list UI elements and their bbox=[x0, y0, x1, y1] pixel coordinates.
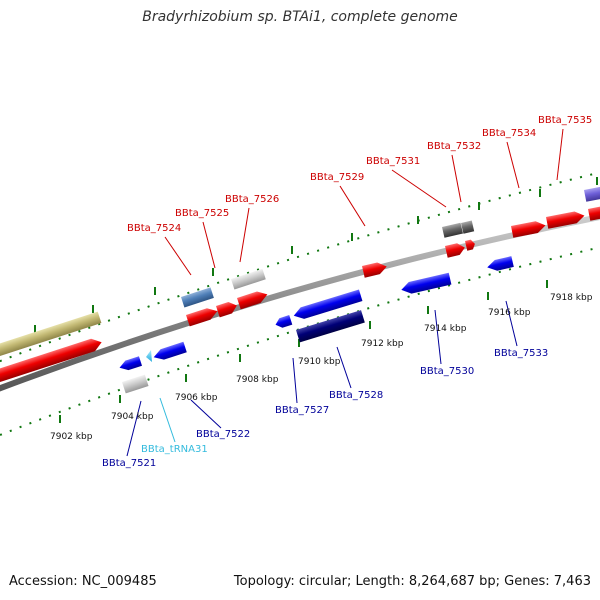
gene-7526 bbox=[237, 291, 268, 310]
gene-label: BBta_7531 bbox=[366, 156, 420, 167]
kbp-tick-label: 7908 kbp bbox=[236, 375, 279, 385]
gene-trna31 bbox=[146, 350, 152, 362]
gene-7522 bbox=[153, 341, 187, 360]
leader-line bbox=[239, 207, 250, 263]
leader-line bbox=[434, 309, 442, 365]
gene-7528 bbox=[296, 310, 365, 343]
gene-7534 bbox=[511, 221, 546, 238]
accession-label: Accession: NC_009485 bbox=[9, 574, 157, 589]
gene-label: BBta_7528 bbox=[329, 390, 383, 401]
leader-line bbox=[126, 400, 142, 457]
gene-steel bbox=[181, 287, 214, 308]
kbp-tick-labels: 7902 kbp 7904 kbp 7906 kbp 7908 kbp 7910 kbp… bbox=[50, 293, 593, 442]
gene-label: BBta_7525 bbox=[175, 208, 229, 219]
gene-label: BBta_7522 bbox=[196, 429, 250, 440]
gene-7532 bbox=[465, 239, 475, 251]
gene-7525 bbox=[216, 301, 237, 318]
gene-label: BBta_7530 bbox=[420, 366, 474, 377]
leader-line bbox=[506, 141, 520, 189]
leader-line bbox=[451, 154, 462, 203]
gene-red-long-left bbox=[0, 338, 102, 383]
leader-line bbox=[336, 346, 352, 389]
leader-line bbox=[190, 399, 222, 429]
leader-line bbox=[159, 397, 176, 443]
gene-label: BBta_tRNA31 bbox=[141, 444, 208, 455]
genome-summary-label: Topology: circular; Length: 8,264,687 bp… bbox=[233, 574, 591, 589]
gene-7533 bbox=[487, 256, 514, 271]
kbp-tick-label: 7906 kbp bbox=[175, 393, 218, 403]
kbp-tick-label: 7902 kbp bbox=[50, 432, 93, 442]
gene-7535 bbox=[546, 211, 585, 229]
gene-label: BBta_7534 bbox=[482, 128, 536, 139]
gene-olive bbox=[0, 311, 102, 357]
leader-line bbox=[164, 236, 192, 276]
gene-label: BBta_7529 bbox=[310, 172, 364, 183]
major-ticks bbox=[34, 177, 598, 423]
leader-line bbox=[505, 300, 518, 347]
leader-line bbox=[391, 169, 447, 208]
gene-gray-left bbox=[122, 374, 149, 394]
kbp-tick-label: 7904 kbp bbox=[111, 412, 154, 422]
kbp-tick-label: 7916 kbp bbox=[488, 308, 531, 318]
gene-label: BBta_7532 bbox=[427, 141, 481, 152]
gene-red-edge bbox=[588, 205, 600, 221]
gene-violet-edge bbox=[584, 186, 600, 202]
gene-labels: BBta_7524BBta_7525BBta_7526BBta_7529BBta… bbox=[102, 115, 592, 469]
gene-label: BBta_7533 bbox=[494, 348, 548, 359]
gene-7521 bbox=[119, 356, 143, 371]
gene-label: BBta_7535 bbox=[538, 115, 592, 126]
kbp-tick-label: 7912 kbp bbox=[361, 339, 404, 349]
gene-features bbox=[0, 186, 600, 394]
leader-line bbox=[339, 185, 366, 227]
gene-label: BBta_7521 bbox=[102, 458, 156, 469]
gene-7529 bbox=[362, 262, 387, 278]
gene-label: BBta_7524 bbox=[127, 223, 181, 234]
gene-label: BBta_7526 bbox=[225, 194, 279, 205]
gene-7531 bbox=[445, 243, 465, 258]
gene-blue-small bbox=[275, 315, 293, 328]
map-title: Bradyrhizobium sp. BTAi1, complete genom… bbox=[142, 9, 458, 25]
gene-dark-2 bbox=[461, 220, 475, 234]
leader-line bbox=[202, 221, 216, 269]
leader-line bbox=[556, 128, 564, 181]
gene-7530 bbox=[401, 272, 452, 294]
label-leader-lines bbox=[126, 128, 564, 457]
gene-gray-mid bbox=[231, 268, 266, 290]
kbp-tick-label: 7910 kbp bbox=[298, 357, 341, 367]
gene-7527 bbox=[293, 289, 363, 319]
kbp-tick-label: 7918 kbp bbox=[550, 293, 593, 303]
gene-dark-1 bbox=[442, 222, 463, 238]
gene-7524 bbox=[186, 308, 218, 327]
kbp-tick-label: 7914 kbp bbox=[424, 324, 467, 334]
gene-label: BBta_7527 bbox=[275, 405, 329, 416]
leader-line bbox=[292, 357, 298, 404]
